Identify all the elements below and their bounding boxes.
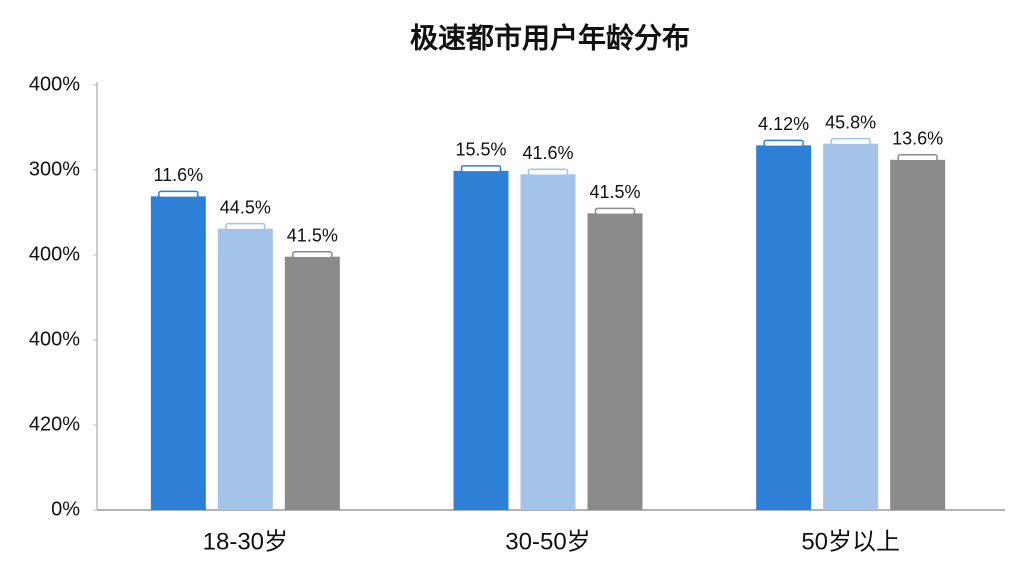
data-label: 15.5% xyxy=(455,140,506,160)
data-label: 13.6% xyxy=(892,129,943,149)
y-tick-label: 300% xyxy=(29,158,80,180)
data-label: 11.6% xyxy=(153,165,203,185)
bar-cap xyxy=(527,168,569,176)
data-label: 41.5% xyxy=(589,182,640,202)
x-tick-label: 50岁以上 xyxy=(801,528,900,555)
bar xyxy=(150,196,206,510)
bar xyxy=(284,256,340,510)
data-label: 4.12% xyxy=(758,114,809,134)
data-label: 45.8% xyxy=(825,112,876,132)
bar xyxy=(587,213,643,510)
x-tick-label: 30-50岁 xyxy=(505,528,590,555)
bar-cap xyxy=(830,137,871,146)
bar-cap xyxy=(158,190,199,199)
bar-cap xyxy=(460,165,502,173)
y-tick-label: 400% xyxy=(29,73,80,95)
bar xyxy=(453,170,509,510)
x-tick-label: 18-30岁 xyxy=(203,528,288,555)
bar xyxy=(756,145,812,510)
data-label: 41.5% xyxy=(287,225,338,245)
bar xyxy=(890,159,946,511)
y-tick-label: 420% xyxy=(29,413,80,435)
y-tick-label: 400% xyxy=(29,243,80,265)
bar xyxy=(217,228,273,510)
data-label: 44.5% xyxy=(220,197,271,217)
y-tick-label: 0% xyxy=(51,498,80,520)
bar xyxy=(520,174,576,510)
bar-cap xyxy=(594,207,636,216)
bar-cap xyxy=(763,139,804,148)
y-tick-label: 400% xyxy=(29,328,80,350)
chart-title: 极速都市用户年龄分布 xyxy=(410,21,690,53)
bar-cap xyxy=(225,222,266,231)
bar-cap xyxy=(292,250,333,259)
bar-cap xyxy=(897,154,938,162)
bar xyxy=(823,143,879,510)
data-label: 41.6% xyxy=(522,143,573,163)
